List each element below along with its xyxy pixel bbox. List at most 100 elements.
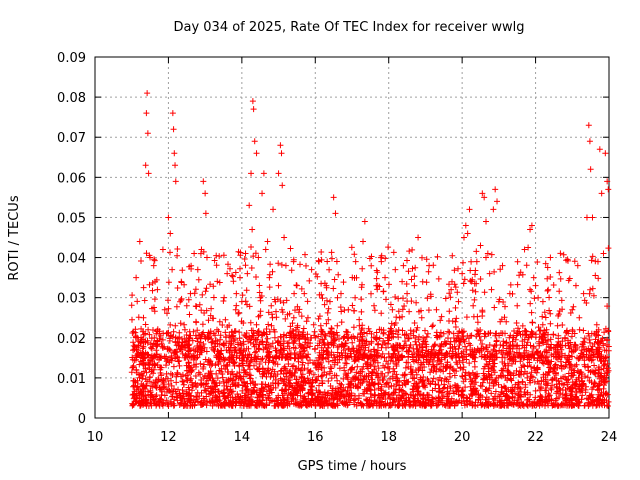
data-point [407, 330, 414, 337]
data-point [185, 350, 192, 357]
y-tick-label: 0.02 [57, 332, 86, 347]
data-point [231, 362, 238, 369]
data-point [235, 310, 242, 317]
data-point [202, 210, 209, 217]
data-point [332, 210, 339, 217]
data-point [286, 310, 293, 317]
data-point [572, 282, 579, 289]
data-point [422, 338, 429, 345]
data-point [249, 226, 256, 233]
data-point [171, 150, 178, 157]
data-point [154, 286, 161, 293]
data-point [268, 302, 275, 309]
data-point [242, 250, 249, 257]
data-point [290, 330, 297, 337]
y-tick-label: 0.07 [57, 131, 86, 146]
data-point [514, 302, 521, 309]
data-point [380, 330, 387, 337]
data-point [389, 306, 396, 313]
data-point [521, 246, 528, 253]
data-point [468, 278, 475, 285]
y-tick-label: 0.05 [57, 211, 86, 226]
data-point [202, 190, 209, 197]
data-point [200, 178, 207, 185]
data-point [174, 338, 181, 345]
data-point [250, 106, 257, 113]
data-point [308, 266, 315, 273]
data-point [528, 222, 535, 229]
data-point [462, 222, 469, 229]
data-point [539, 298, 546, 305]
data-point [385, 350, 392, 357]
data-point [144, 130, 151, 137]
data-point [169, 266, 176, 273]
data-point [558, 346, 565, 353]
y-tick-label: 0.04 [57, 252, 86, 267]
data-point [393, 374, 400, 381]
data-point [330, 194, 337, 201]
data-point [448, 286, 455, 293]
data-point [490, 206, 497, 213]
data-point [349, 366, 355, 373]
data-point [246, 202, 253, 209]
data-point [224, 270, 231, 277]
data-point [543, 326, 550, 333]
data-point [477, 242, 484, 249]
data-point [466, 206, 473, 213]
data-point [510, 334, 517, 341]
data-point [161, 306, 168, 313]
y-tick-label: 0.08 [57, 91, 86, 106]
data-point [138, 370, 145, 377]
y-tick-label: 0.06 [57, 171, 86, 186]
data-point [598, 190, 605, 197]
data-point [569, 306, 576, 313]
data-point [158, 354, 165, 361]
data-point [337, 290, 344, 297]
data-point [459, 270, 466, 277]
data-point [152, 382, 159, 389]
data-point [240, 366, 247, 373]
data-point [133, 274, 140, 281]
data-point [451, 338, 458, 345]
data-point [191, 250, 198, 257]
data-point [237, 274, 244, 281]
data-point [554, 322, 561, 329]
data-point [165, 214, 172, 221]
data-point [444, 350, 451, 357]
data-point [418, 314, 425, 321]
data-point [484, 250, 491, 257]
data-point [460, 234, 467, 241]
plot-frame [94, 56, 610, 419]
x-axis-label: GPS time / hours [298, 459, 407, 474]
data-point [371, 302, 378, 309]
data-point [304, 314, 311, 321]
data-point [264, 238, 271, 245]
data-point [464, 230, 471, 237]
grid [95, 57, 609, 418]
data-point [326, 298, 333, 305]
data-point [415, 234, 422, 241]
data-point [198, 246, 205, 253]
data-point [361, 218, 368, 225]
data-point [486, 270, 493, 277]
data-point [604, 178, 611, 185]
data-point [433, 306, 440, 313]
data-point [172, 178, 179, 185]
x-tick-label: 12 [160, 430, 177, 445]
data-point [382, 274, 389, 281]
data-point [586, 138, 593, 145]
y-tick-label: 0 [78, 412, 86, 427]
data-point [145, 170, 152, 177]
data-point [483, 218, 490, 225]
data-point [181, 326, 188, 333]
data-point [374, 282, 381, 289]
axis-ticks: 10 12 14 16 18 20 22 24 0 0.01 0.02 0.03 0.04 0.05 0.0… [57, 51, 617, 445]
data-point [352, 258, 359, 265]
data-point [363, 338, 370, 345]
y-tick-label: 0.09 [57, 51, 86, 66]
data-point [213, 370, 220, 377]
data-point [262, 246, 269, 253]
data-point [227, 334, 234, 341]
data-point [136, 238, 143, 245]
